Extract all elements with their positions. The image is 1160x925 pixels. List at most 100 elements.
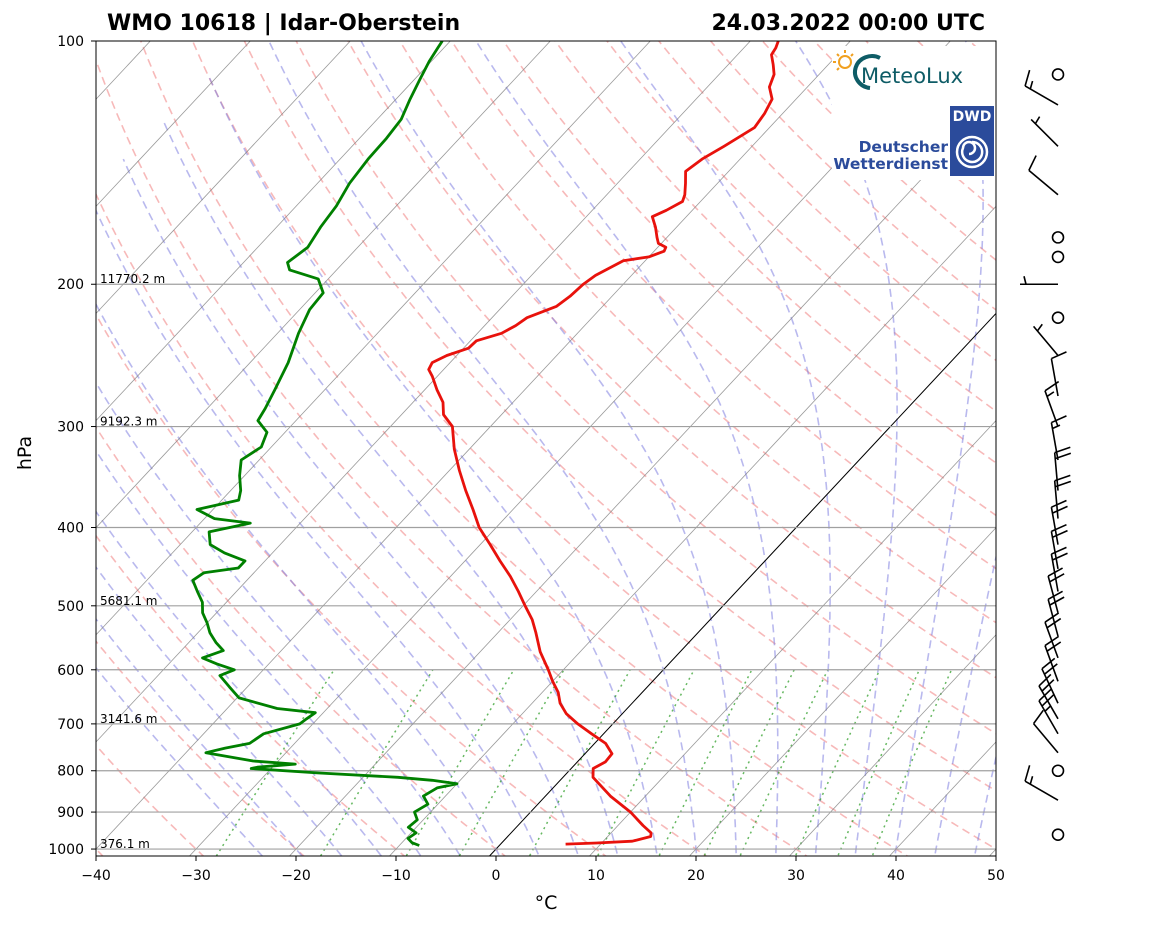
barb-flag	[1049, 596, 1065, 606]
barb-half-flag	[1029, 80, 1034, 90]
barb-flag	[1024, 69, 1031, 87]
isotherm	[96, 41, 251, 207]
barb-flag	[1024, 765, 1031, 782]
wind-barb	[1047, 567, 1065, 613]
wind-barb	[1032, 709, 1059, 754]
dry-adiabat	[450, 41, 996, 570]
moist-adiabat	[96, 449, 422, 856]
isotherm	[688, 527, 996, 856]
y-tick-label: 800	[57, 764, 84, 780]
y-tick-label: 900	[57, 805, 84, 821]
barb-flag	[1047, 567, 1063, 577]
dry-adiabat	[347, 41, 996, 679]
zero-isotherm	[488, 312, 996, 856]
moist-adiabat	[96, 381, 462, 856]
calm-circle	[1051, 311, 1065, 324]
barb-flag	[1038, 688, 1052, 702]
dry-adiabat	[398, 41, 996, 624]
barb-flag	[1051, 415, 1067, 424]
isotherm	[96, 41, 751, 743]
barb-flag	[1051, 499, 1067, 508]
wind-barb	[1050, 351, 1067, 397]
x-axis-label: °C	[535, 892, 558, 914]
barb-staff	[1028, 169, 1059, 196]
wind-barb	[1050, 499, 1068, 545]
wind-barb	[1020, 276, 1058, 286]
calm-circle	[1051, 764, 1065, 778]
barb-staff	[1032, 325, 1059, 356]
wind-barb	[1044, 612, 1062, 659]
y-axis-label: hPa	[14, 436, 36, 470]
dry-adiabat	[1002, 23, 1160, 866]
moist-adiabat	[96, 565, 343, 856]
isotherm	[188, 41, 951, 856]
sun-swirl-icon	[833, 50, 881, 90]
wind-barb	[1050, 415, 1067, 461]
mixing-ratio-line	[405, 669, 515, 856]
isotherm	[96, 41, 551, 529]
wind-barb	[1051, 311, 1065, 324]
calm-circle	[1051, 231, 1065, 244]
zero-isotherm	[488, 312, 996, 856]
height-label: 3141.6 m	[100, 712, 158, 726]
barb-half-flag	[1044, 704, 1052, 712]
plot-frame	[95, 40, 997, 857]
y-tick-label: 1000	[48, 842, 84, 858]
barb-flag	[1041, 679, 1055, 692]
moist-adiabat	[96, 510, 383, 856]
dwd-spiral-icon	[955, 135, 989, 169]
barb-staff	[1038, 700, 1059, 735]
calm-circle	[1051, 250, 1065, 264]
mixing-ratio-line	[794, 669, 881, 856]
isotherm	[788, 634, 996, 856]
barb-flag	[1043, 663, 1058, 675]
height-label: 11770.2 m	[100, 272, 165, 286]
barb-flag	[1038, 673, 1052, 687]
height-label: 376.1 m	[100, 837, 150, 851]
y-tick-label: 600	[57, 663, 84, 679]
wind-barb	[1053, 474, 1072, 519]
barb-staff	[1044, 621, 1059, 659]
barb-flag	[1052, 529, 1068, 539]
moist-adiabat	[96, 666, 264, 856]
dry-adiabat	[96, 640, 306, 856]
wind-barb	[1051, 231, 1065, 244]
temperature-profile	[427, 41, 780, 846]
dry-adiabat	[1104, 23, 1160, 866]
isotherm	[388, 205, 996, 856]
ticks: −40 −30 −20 −10 0 10 20 30 40 50 100 200 300 400 500 60…	[48, 34, 1005, 884]
barb-flag	[1044, 612, 1060, 623]
barb-staff	[1047, 575, 1059, 613]
meteolux-logo: MeteoLux	[833, 50, 963, 90]
wind-barb	[1050, 523, 1068, 569]
barb-staff	[1024, 780, 1059, 801]
dry-adiabat	[96, 312, 607, 856]
isotherm	[96, 41, 851, 850]
mixing-ratio-line	[739, 669, 829, 856]
barb-half-flag	[1023, 276, 1027, 285]
dry-adiabat	[96, 192, 708, 856]
moist-adiabat	[973, 753, 996, 856]
x-tick-label: 40	[887, 868, 905, 884]
calm-circle	[1051, 828, 1065, 842]
isotherm	[588, 419, 996, 856]
wind-barb	[1028, 155, 1059, 196]
profiles	[191, 41, 780, 847]
moist-adiabat	[96, 617, 304, 856]
dry-adiabat	[1155, 23, 1160, 866]
mixing-ratio-line	[528, 669, 631, 856]
x-tick-label: −40	[81, 868, 111, 884]
barb-staff	[1038, 685, 1059, 720]
mixing-ratio-line	[319, 669, 434, 856]
y-tick-label: 200	[57, 277, 84, 293]
barb-flag	[1052, 552, 1068, 561]
moist-adiabat	[620, 41, 831, 856]
barb-flag	[1044, 635, 1060, 647]
dwd-logo: Deutscher Wetterdienst DWD	[833, 106, 994, 176]
dwd-line2: Wetterdienst	[833, 155, 948, 173]
logos: MeteoLux Deutscher Wetterdienst DWD	[832, 46, 996, 180]
mixing-ratio-line	[596, 669, 695, 856]
barb-flag	[1054, 474, 1071, 482]
moist-adiabat	[268, 41, 698, 856]
